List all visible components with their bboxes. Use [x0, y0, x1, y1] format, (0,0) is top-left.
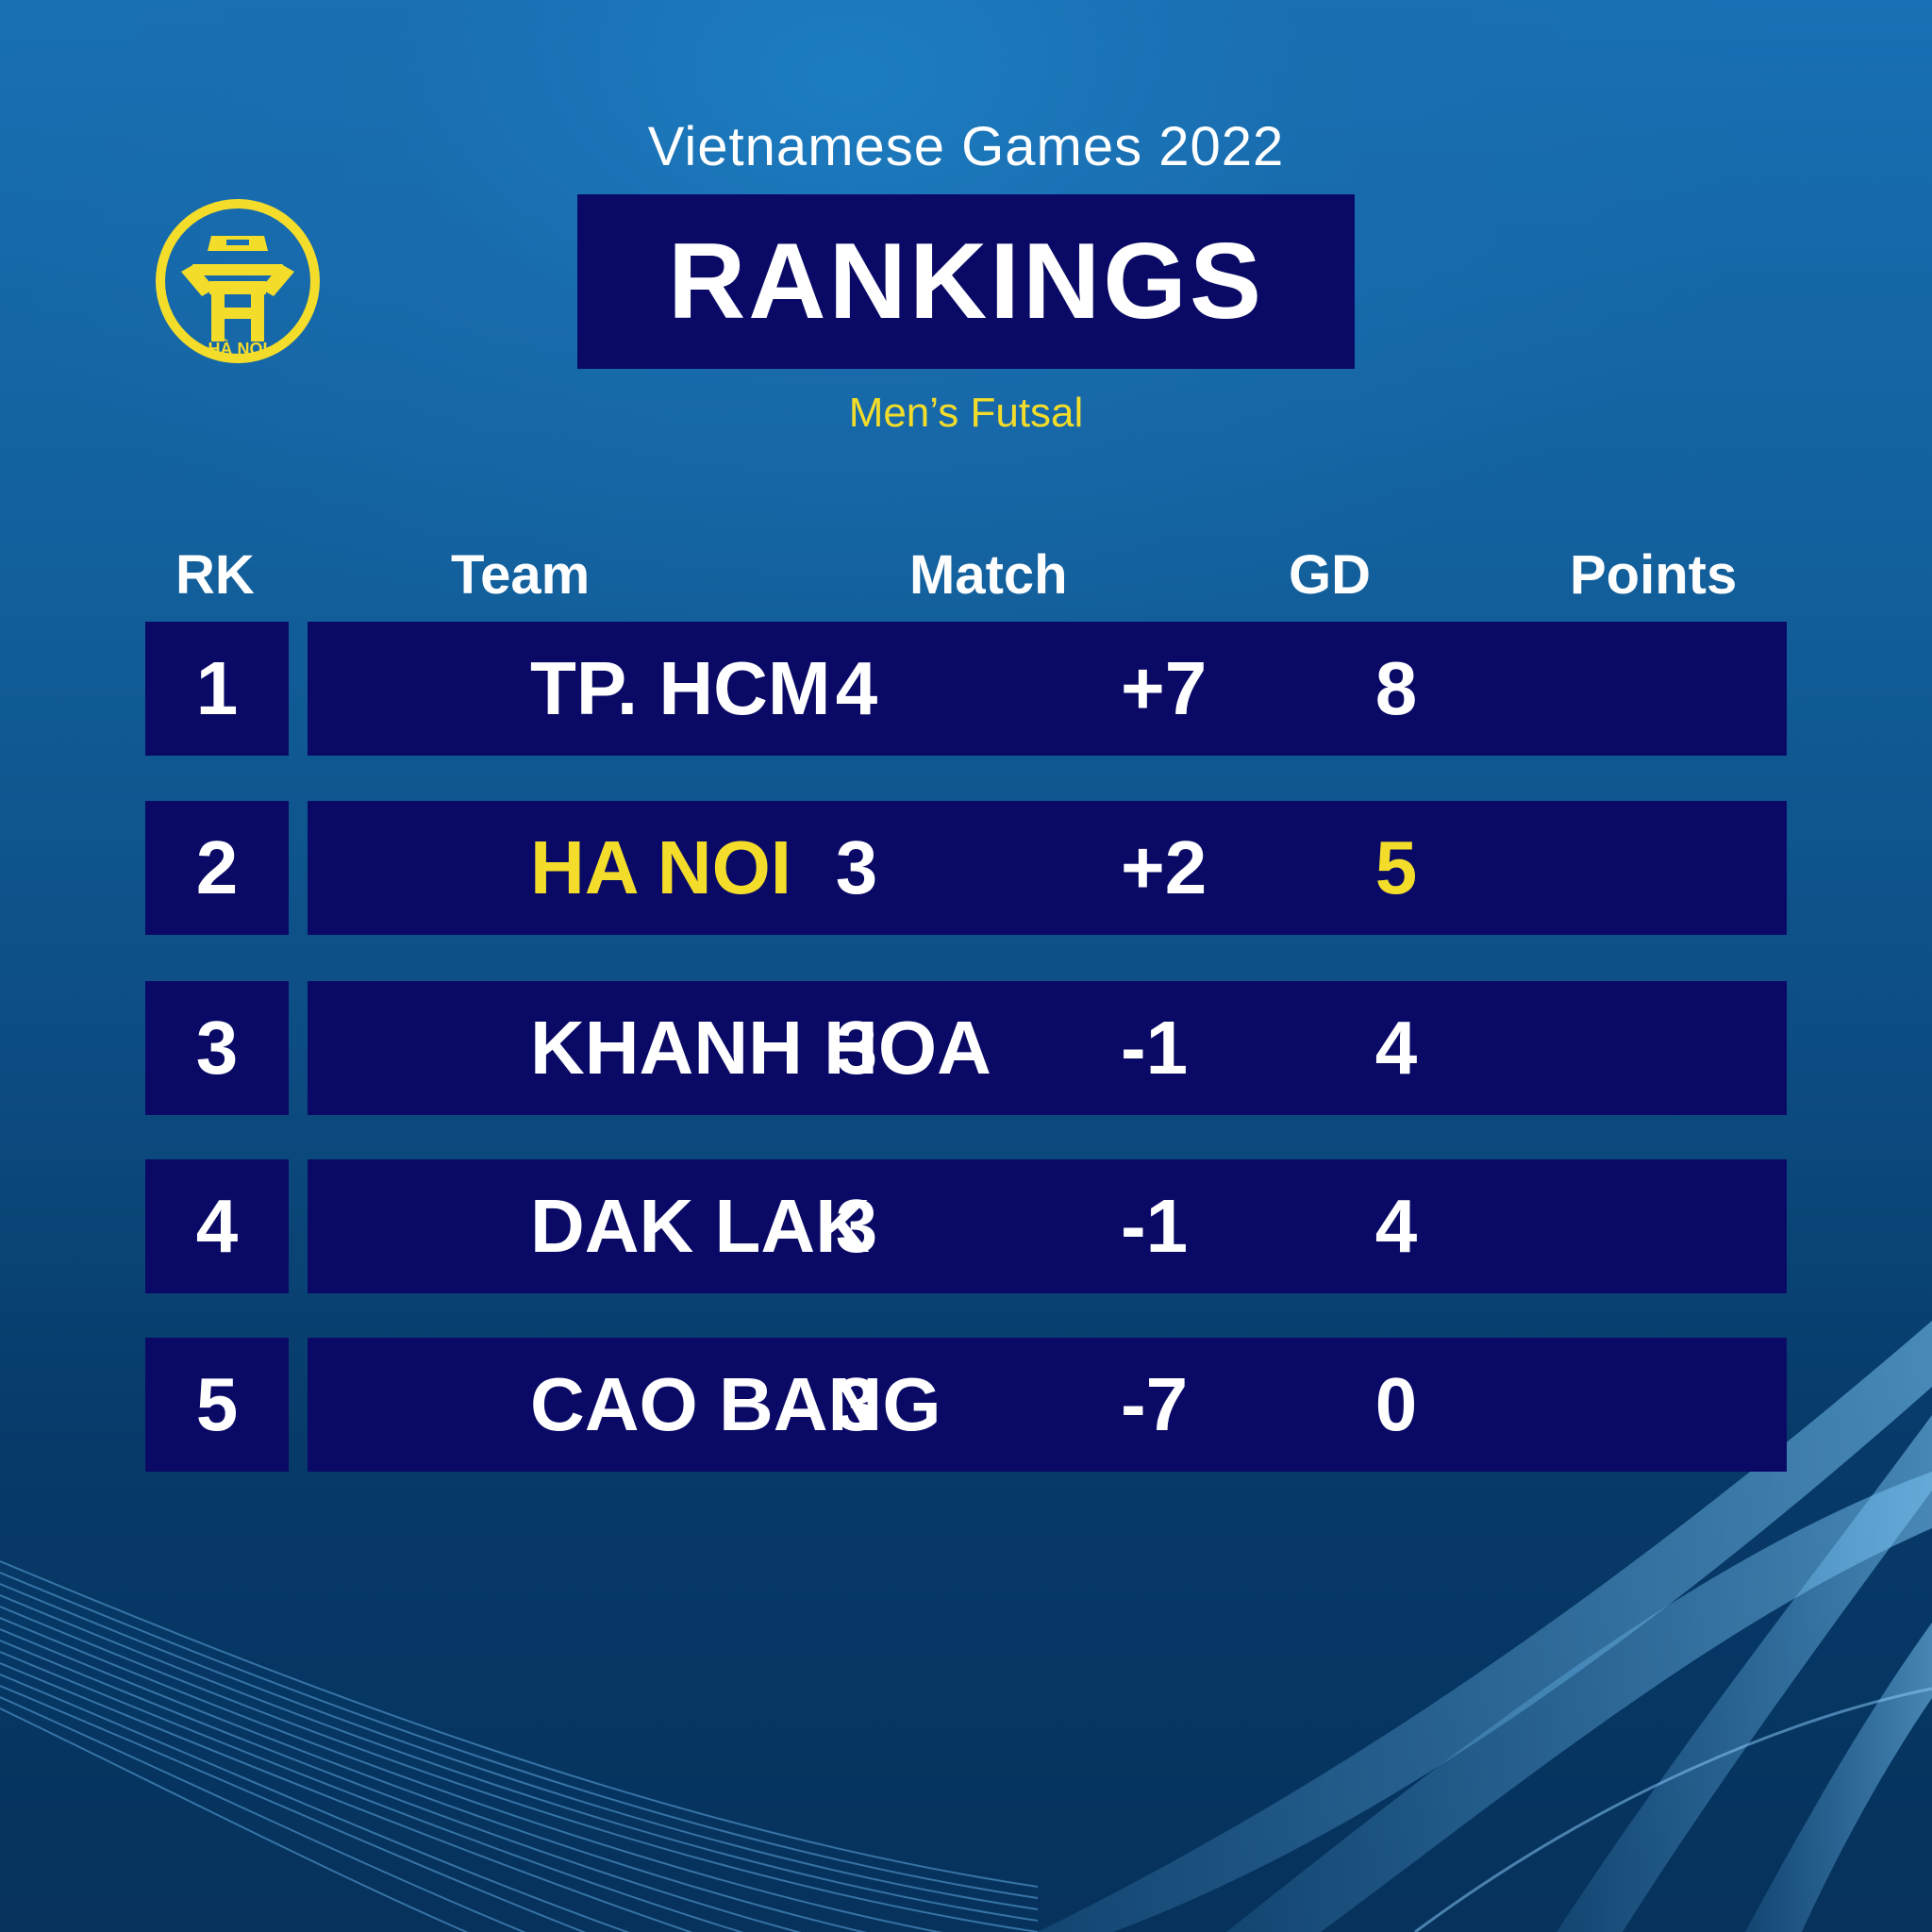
column-header-points: Points	[1570, 544, 1738, 606]
match-count: 3	[835, 1006, 878, 1090]
match-count: 3	[835, 825, 878, 909]
points: 4	[1374, 1006, 1418, 1090]
row-data: KHANH HOA 3 -1 4	[308, 981, 1787, 1115]
table-row: 4 DAK LAK 3 -1 4	[145, 1159, 1787, 1293]
column-header-match: Match	[909, 544, 1068, 606]
goal-difference: -1	[1121, 1184, 1189, 1268]
event-title: Vietnamese Games 2022	[647, 116, 1285, 177]
goal-difference: +7	[1121, 646, 1208, 730]
logo-text: HÀ NỘI	[208, 339, 268, 358]
match-count: 3	[835, 1184, 878, 1268]
rank-cell: 3	[145, 981, 289, 1115]
table-row: 3 KHANH HOA 3 -1 4	[145, 981, 1787, 1115]
table-row: 5 CAO BANG 3 -7 0	[145, 1338, 1787, 1472]
subtitle: Men’s Futsal	[848, 390, 1084, 436]
column-header-rank: RK	[175, 544, 255, 606]
rank-cell: 2	[145, 801, 289, 935]
rank-cell: 4	[145, 1159, 289, 1293]
goal-difference: -1	[1121, 1006, 1189, 1090]
team-name: KHANH HOA	[530, 1006, 991, 1090]
table-row-highlighted: 2 HA NOI 3 +2 5	[145, 801, 1787, 935]
match-count: 4	[835, 646, 878, 730]
match-count: 3	[835, 1362, 878, 1446]
row-data: TP. HCM 4 +7 8	[308, 622, 1787, 756]
points: 5	[1374, 825, 1418, 909]
rank-cell: 5	[145, 1338, 289, 1472]
team-name: DAK LAK	[530, 1184, 870, 1268]
goal-difference: -7	[1121, 1362, 1189, 1446]
goal-difference: +2	[1121, 825, 1208, 909]
rank-cell: 1	[145, 622, 289, 756]
team-name: CAO BANG	[530, 1362, 941, 1446]
row-data: CAO BANG 3 -7 0	[308, 1338, 1787, 1472]
column-header-team: Team	[451, 544, 591, 606]
points: 0	[1374, 1362, 1418, 1446]
table-row: 1 TP. HCM 4 +7 8	[145, 622, 1787, 756]
row-data: DAK LAK 3 -1 4	[308, 1159, 1787, 1293]
hanoi-logo-icon: HÀ NỘI	[156, 199, 320, 363]
points: 4	[1374, 1184, 1418, 1268]
title-banner: RANKINGS	[577, 194, 1355, 369]
points: 8	[1374, 646, 1418, 730]
table-header: RK Team Match GD Points	[0, 538, 1932, 613]
team-name: HA NOI	[530, 825, 792, 909]
team-name: TP. HCM	[530, 646, 831, 730]
page-title: RANKINGS	[667, 221, 1265, 341]
row-data: HA NOI 3 +2 5	[308, 801, 1787, 935]
column-header-gd: GD	[1289, 544, 1371, 606]
hanoi-logo: HÀ NỘI	[153, 196, 323, 366]
